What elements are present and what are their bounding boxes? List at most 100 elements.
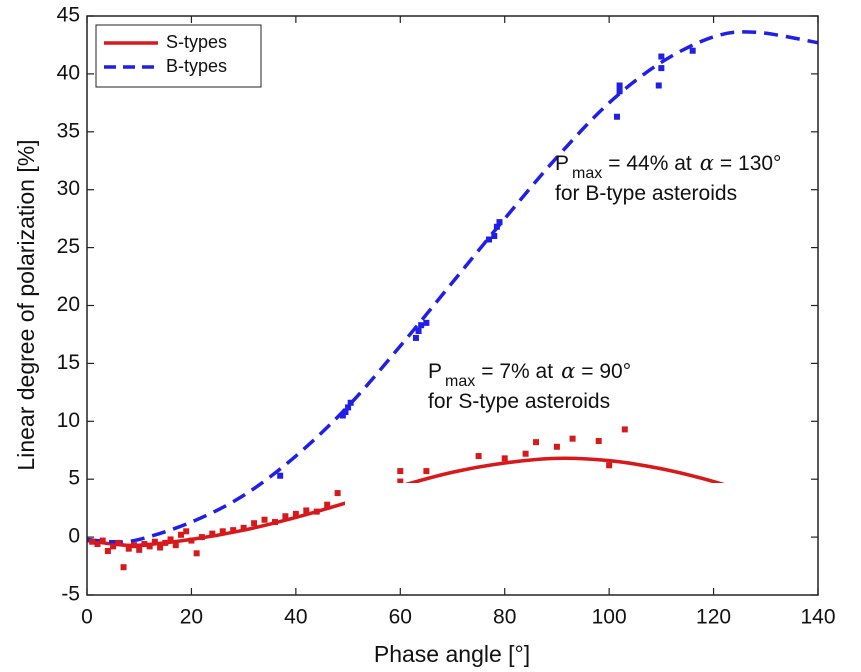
annotation-line: for S-type asteroids <box>428 390 610 413</box>
scatter-point <box>313 508 320 515</box>
scatter-point <box>277 472 284 479</box>
scatter-point <box>423 468 430 475</box>
y-tick-label: 10 <box>57 409 80 432</box>
annotation-line: for B-type asteroids <box>555 182 737 205</box>
y-tick-label: 20 <box>57 293 80 316</box>
x-tick-label: 80 <box>493 606 516 629</box>
scatter-point <box>261 516 268 523</box>
scatter-point <box>613 113 620 120</box>
scatter-point <box>522 450 529 457</box>
scatter-point <box>209 530 216 537</box>
scatter-point <box>397 468 404 475</box>
scatter-point <box>240 524 247 531</box>
scatter-point <box>342 409 349 416</box>
scatter-point <box>125 545 132 552</box>
annotation-symbol: P <box>428 360 442 383</box>
scatter-point <box>347 399 354 406</box>
scatter-point <box>271 519 278 526</box>
legend-box <box>95 24 262 88</box>
scatter-point <box>141 541 148 548</box>
legend: S-types B-types <box>95 24 262 88</box>
scatter-point <box>412 334 419 341</box>
x-tick-label: 140 <box>800 606 835 629</box>
scatter-point <box>533 439 540 446</box>
scatter-point <box>616 82 623 89</box>
scatter-point <box>251 520 258 527</box>
scatter-point <box>423 319 430 326</box>
scatter-point <box>151 538 158 545</box>
scatter-point <box>136 546 143 553</box>
scatter-point <box>553 443 560 450</box>
scatter-point <box>418 322 425 329</box>
y-tick-label: 45 <box>57 4 80 27</box>
x-tick-label: 60 <box>389 606 412 629</box>
y-tick-label: 15 <box>57 351 80 374</box>
scatter-point <box>282 513 289 520</box>
x-axis-label: Phase angle [°] <box>374 641 530 667</box>
scatter-point <box>303 507 310 514</box>
scatter-point <box>658 53 665 60</box>
scatter-point <box>89 538 96 545</box>
scatter-point <box>397 478 404 485</box>
scatter-point <box>120 564 127 571</box>
scatter-point <box>486 236 493 243</box>
scatter-point <box>110 543 117 550</box>
scatter-point <box>99 537 106 544</box>
scatter-point <box>595 437 602 444</box>
scatter-point <box>230 527 237 534</box>
plot-area <box>87 30 818 571</box>
scatter-point <box>162 539 169 546</box>
y-tick-label: 30 <box>57 177 80 200</box>
y-tick-label: -5 <box>61 583 80 606</box>
scatter-point <box>172 542 179 549</box>
y-tick-label: 5 <box>68 467 80 490</box>
scatter-point <box>104 547 111 554</box>
annotation-text: = 130° <box>720 152 782 175</box>
scatter-point <box>658 65 665 72</box>
scatter-point <box>167 536 174 543</box>
scatter-point <box>501 455 508 462</box>
scatter-point <box>157 544 164 551</box>
y-tick-label: 0 <box>68 525 80 548</box>
scatter-point <box>198 534 205 541</box>
annotation-text: = 90° <box>581 360 631 383</box>
scatter-point <box>219 528 226 535</box>
scatter-point <box>292 510 299 517</box>
annotation-text: = 7% at <box>481 360 553 383</box>
x-tick-label: 20 <box>180 606 203 629</box>
scatter-point <box>415 327 422 334</box>
scatter-point <box>188 537 195 544</box>
legend-label: S-types <box>166 32 227 52</box>
scatter-point <box>621 426 628 433</box>
x-tick-label: 0 <box>81 606 93 629</box>
y-axis-label: Linear degree of polarization [%] <box>13 139 39 470</box>
scatter-point <box>183 528 190 535</box>
y-tick-label: 25 <box>57 235 80 258</box>
scatter-point <box>345 404 352 411</box>
x-tick-label: 120 <box>696 606 731 629</box>
scatter-point <box>324 501 331 508</box>
scatter-point <box>655 82 662 89</box>
scatter-point <box>569 435 576 442</box>
scatter-point <box>130 542 137 549</box>
y-tick-label: 35 <box>57 119 80 142</box>
scatter-point <box>193 550 200 557</box>
scatter-point <box>146 543 153 550</box>
annotation-subscript: max <box>572 165 602 182</box>
scatter-point <box>491 233 498 240</box>
occlusion <box>345 483 820 521</box>
scatter-point <box>334 490 341 497</box>
scatter-point <box>94 541 101 548</box>
x-tick-label: 40 <box>284 606 307 629</box>
scatter-point <box>493 223 500 230</box>
annotation-subscript: max <box>445 373 475 390</box>
annotation-greek: α <box>561 359 575 383</box>
legend-label: B-types <box>166 56 227 76</box>
scatter-point <box>115 539 122 546</box>
scatter-point <box>496 219 503 226</box>
